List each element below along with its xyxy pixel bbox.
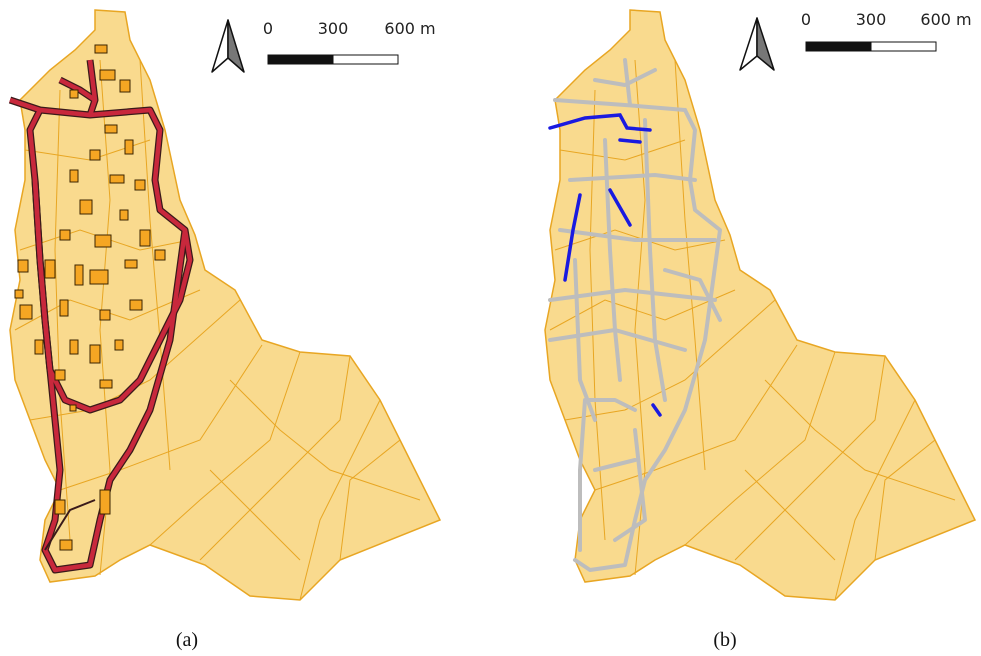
panel-label: (b) xyxy=(713,629,736,651)
scale-label: 300 xyxy=(856,10,887,29)
panel-b: 0 300 600 m (b) xyxy=(545,10,975,651)
figure: 0 300 600 m (a) xyxy=(0,0,981,656)
panel-label: (a) xyxy=(176,629,198,651)
scale-label: 300 xyxy=(318,19,349,38)
panel-a: 0 300 600 m (a) xyxy=(10,10,440,651)
scale-label: 0 xyxy=(801,10,811,29)
scale-label: 600 m xyxy=(920,10,971,29)
scale-label: 600 m xyxy=(384,19,435,38)
scale-label: 0 xyxy=(263,19,273,38)
page: {"panels": [ {"label": "(a)", "scale": {… xyxy=(0,0,981,656)
